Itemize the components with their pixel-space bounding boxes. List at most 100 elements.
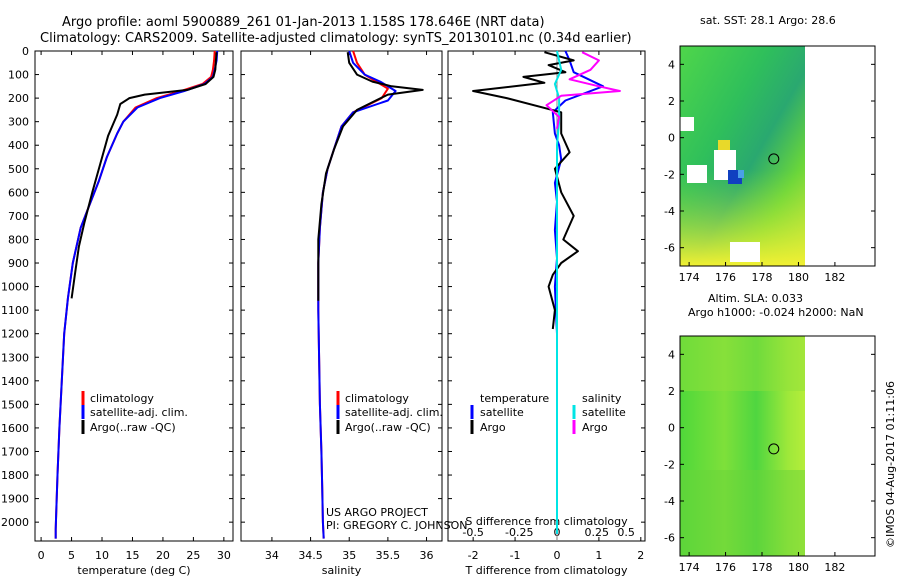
x-tick-label-salinity: -0.25 (505, 526, 533, 539)
legend-title-salinity: salinity (582, 392, 622, 405)
series-line-argo-raw-qc- (317, 52, 424, 301)
x-axis-label: temperature (deg C) (77, 564, 190, 577)
sla-map-panel: Altim. SLA: 0.033 Argo h1000: -0.024 h20… (664, 292, 876, 574)
cloud-gap (680, 117, 694, 131)
warm-patch (718, 140, 730, 150)
y-tick-label: 600 (8, 186, 29, 199)
map-x-tick-label: 180 (788, 561, 809, 574)
map-y-tick-label: 4 (668, 348, 675, 361)
x-tick-label: 36 (420, 549, 434, 562)
x-tick-label: 15 (125, 549, 139, 562)
x-tick-label: 1 (595, 549, 602, 562)
x-axis-label: salinity (322, 564, 362, 577)
x-tick-label: -1 (510, 549, 521, 562)
y-tick-label: 1800 (1, 469, 29, 482)
temperature-legend: climatology satellite-adj. clim. Argo(..… (81, 391, 188, 434)
y-tick-label: 1400 (1, 375, 29, 388)
legend-label: satellite (582, 406, 626, 419)
y-tick-label: 500 (8, 163, 29, 176)
x-axis-label: T difference from climatology (465, 564, 628, 577)
figure-title-line1: Argo profile: aoml 5900889_261 01-Jan-20… (62, 15, 545, 30)
map-y-tick-label: -2 (664, 168, 675, 181)
map-y-tick-label: -4 (664, 205, 675, 218)
x-tick-label: 35.5 (376, 549, 401, 562)
map-y-tick-label: 4 (668, 58, 675, 71)
y-tick-label: 1200 (1, 328, 29, 341)
x-tick-label: 34 (265, 549, 279, 562)
x-tick-label: 10 (95, 549, 109, 562)
x-tick-label-salinity: -0.5 (462, 526, 483, 539)
imos-credit: ©IMOS 04-Aug-2017 01:11:06 (884, 381, 897, 548)
map-x-tick-label: 182 (824, 271, 845, 284)
legend-label: Argo(..raw -QC) (345, 421, 431, 434)
y-tick-label: 200 (8, 92, 29, 105)
map-x-tick-label: 176 (715, 561, 736, 574)
x-axis-label-salinity: S difference from climatology (465, 515, 628, 528)
y-tick-label: 1100 (1, 304, 29, 317)
y-tick-label: 1600 (1, 422, 29, 435)
cold-patch (738, 170, 744, 178)
sla-field-top (680, 336, 807, 391)
y-tick-label: 2000 (1, 516, 29, 529)
sst-map-frame (679, 45, 876, 267)
series-line-s-argo (545, 51, 621, 129)
map-x-tick-label: 180 (788, 271, 809, 284)
salinity-panel: 34 34.5 35 35.5 36 salinity (240, 50, 443, 577)
y-tick-label: 300 (8, 116, 29, 129)
y-tick-label: 1300 (1, 351, 29, 364)
x-tick-label: 0 (553, 549, 560, 562)
y-tick-label: 0 (22, 45, 29, 58)
project-annotation: US ARGO PROJECT (326, 506, 428, 519)
y-tick-label: 900 (8, 257, 29, 270)
difference-legend: temperature satellite Argo salinity sate… (470, 392, 626, 434)
legend-label: Argo (582, 421, 608, 434)
x-tick-label: 25 (186, 549, 200, 562)
map-y-tick-label: 2 (668, 385, 675, 398)
series-line-s-satellite (553, 50, 563, 534)
y-tick-label: 700 (8, 210, 29, 223)
sla-map-frame (679, 335, 876, 557)
map-y-tick-label: 0 (668, 422, 675, 435)
map-y-tick-label: 2 (668, 95, 675, 108)
salinity-legend: climatology satellite-adj. clim. Argo(..… (326, 391, 467, 532)
sla-map-subtitle: Argo h1000: -0.024 h2000: NaN (688, 306, 864, 319)
map-y-tick-label: -6 (664, 532, 675, 545)
map-y-tick-label: -4 (664, 495, 675, 508)
series-line-argo-raw-qc- (70, 52, 218, 299)
temperature-panel: 0100200300400500600700800900100011001200… (1, 45, 234, 577)
map-x-tick-label: 174 (679, 561, 700, 574)
x-tick-label: 0 (38, 549, 45, 562)
plot-frame (447, 50, 646, 542)
legend-label: Argo (480, 421, 506, 434)
map-y-tick-label: -2 (664, 458, 675, 471)
argo-location-marker (768, 443, 780, 455)
legend-label: climatology (90, 392, 154, 405)
map-x-tick-label: 178 (752, 561, 773, 574)
x-tick-label: 2 (637, 549, 644, 562)
plot-frame (34, 50, 234, 542)
legend-label: satellite-adj. clim. (90, 406, 188, 419)
map-y-tick-label: -6 (664, 242, 675, 255)
sla-field-bottom (680, 470, 807, 556)
y-tick-label: 800 (8, 233, 29, 246)
series-line-t-argo (472, 51, 579, 330)
y-tick-label: 1000 (1, 281, 29, 294)
map-x-tick-label: 174 (679, 271, 700, 284)
plot-frame (240, 50, 443, 542)
argo-location-marker (768, 153, 780, 165)
x-tick-label-salinity: 0.25 (585, 526, 610, 539)
cloud-gap (730, 242, 760, 262)
y-tick-label: 1700 (1, 445, 29, 458)
x-tick-label: 35 (342, 549, 356, 562)
map-y-tick-label: 0 (668, 132, 675, 145)
map-x-tick-label: 182 (824, 561, 845, 574)
map-x-tick-label: 176 (715, 271, 736, 284)
sst-map-panel: sat. SST: 28.1 Argo: 28.6 174 176 178 180 18… (664, 14, 876, 284)
legend-label: Argo(..raw -QC) (90, 421, 176, 434)
no-data-region (805, 336, 875, 556)
sst-map-title: sat. SST: 28.1 Argo: 28.6 (700, 14, 836, 27)
legend-title-temperature: temperature (480, 392, 549, 405)
legend-label: climatology (345, 392, 409, 405)
